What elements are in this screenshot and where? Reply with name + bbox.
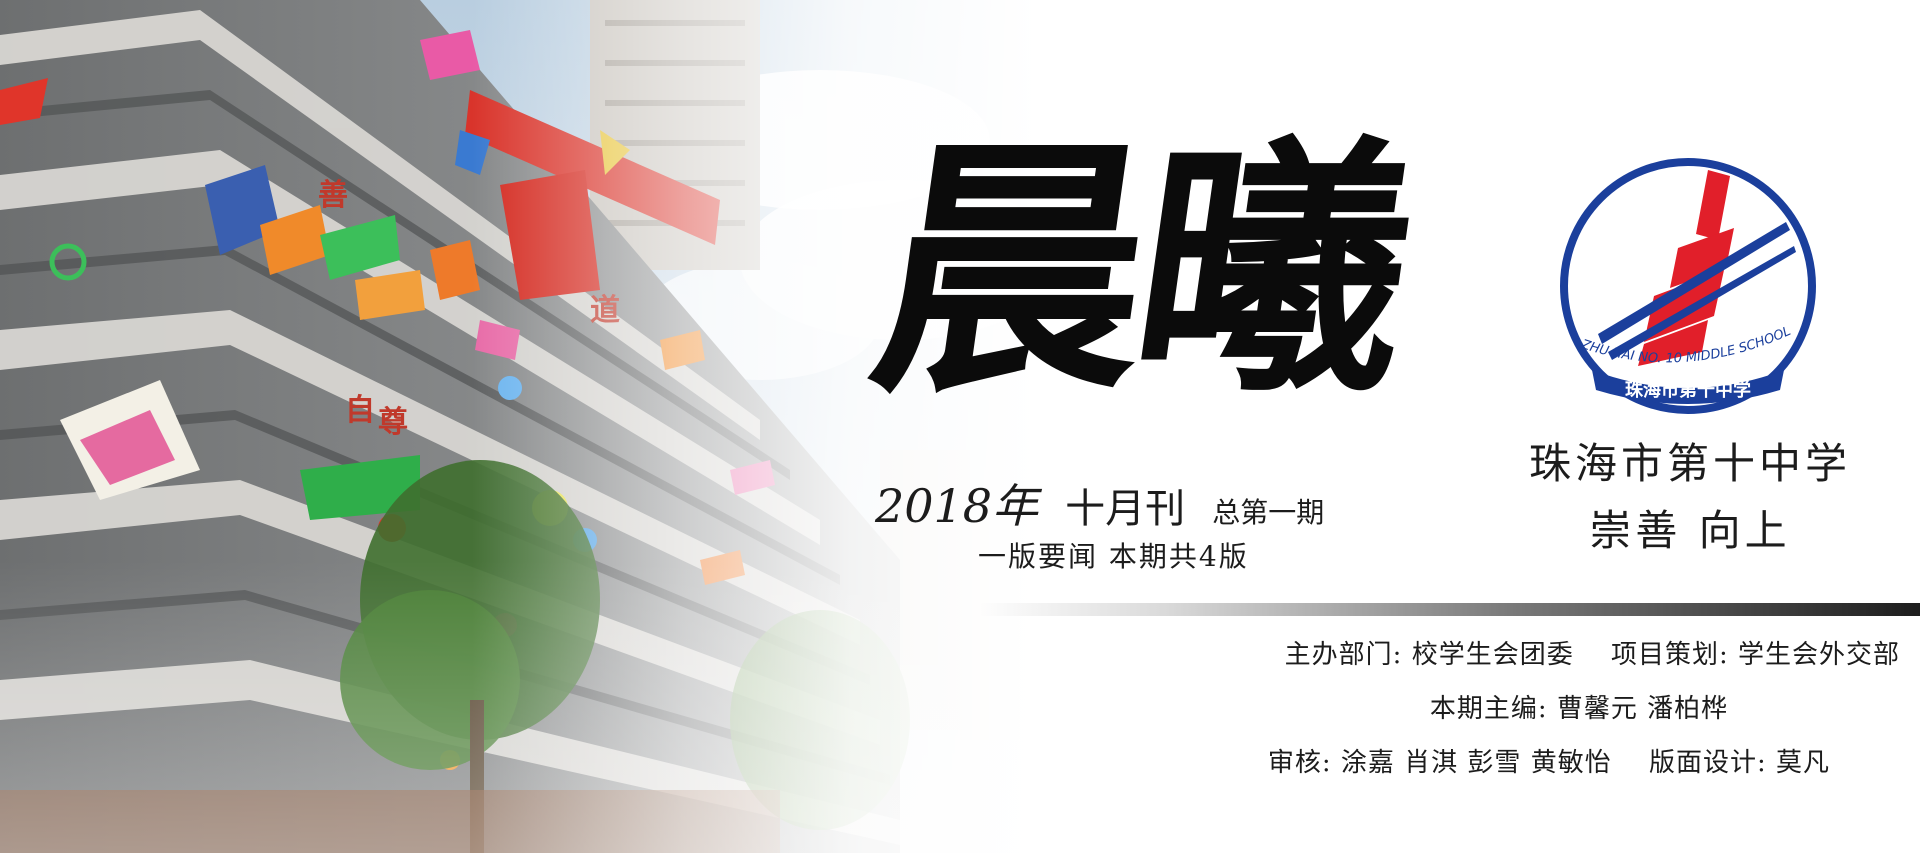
masthead-title: 晨曦: [855, 111, 1421, 429]
school-logo: ZHU HAI NO. 10 MIDDLE SCHOOL 珠海市第十中学: [1560, 158, 1816, 414]
logo-red-bar-base: [1638, 320, 1708, 366]
credit-editors: 本期主编: 曹馨元 潘柏桦: [1429, 694, 1729, 724]
logo-red-bar-top: [1696, 170, 1730, 240]
photo-fade-overlay: [0, 0, 1180, 853]
issue-info: 2018年 十月刊 总第一期: [875, 470, 1435, 536]
logo-red-bar-mid: [1670, 228, 1734, 288]
logo-blue-slash-low: [1608, 246, 1796, 360]
credits-block: 主办部门: 校学生会团委 项目策划: 学生会外交部 本期主编: 曹馨元 潘柏桦 …: [1110, 628, 1900, 790]
logo-blue-slash-top: [1598, 222, 1790, 344]
credit-row-organizer: 主办部门: 校学生会团委 项目策划: 学生会外交部: [1110, 628, 1900, 682]
credit-row-review: 审核: 涂嘉 肖淇 彭雪 黄敏怡 版面设计: 莫凡: [1110, 736, 1900, 790]
issue-subline: 一版要闻 本期共4版: [978, 540, 1249, 573]
credit-row-editors: 本期主编: 曹馨元 潘柏桦: [1110, 682, 1900, 736]
school-name: 珠海市第十中学: [1528, 439, 1851, 488]
credit-designer: 版面设计: 莫凡: [1648, 748, 1830, 778]
credit-reviewers: 审核: 涂嘉 肖淇 彭雪 黄敏怡: [1267, 748, 1612, 778]
gradient-divider: [980, 603, 1920, 616]
issue-total: 总第一期: [1212, 496, 1325, 529]
school-motto: 崇善 向上: [1589, 506, 1791, 555]
issue-month: 十月刊: [1065, 486, 1186, 532]
credit-planner: 项目策划: 学生会外交部: [1610, 640, 1900, 670]
credit-organizer: 主办部门: 校学生会团委: [1284, 640, 1574, 670]
logo-chinese-text: 珠海市第十中学: [1625, 379, 1751, 401]
cover-photo: 善 自 尊 道: [0, 0, 1180, 853]
issue-year: 2018年: [875, 479, 1039, 533]
logo-ribbon: [1592, 370, 1784, 404]
